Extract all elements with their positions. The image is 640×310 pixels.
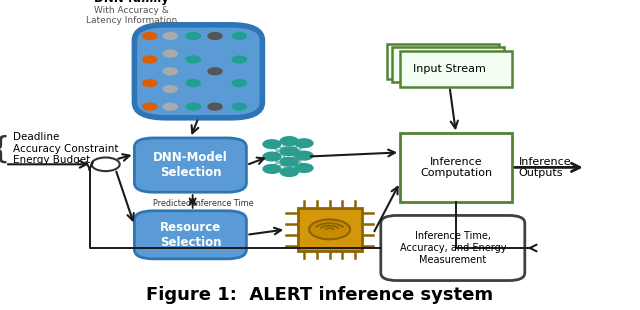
Circle shape	[208, 33, 222, 39]
Circle shape	[143, 80, 157, 86]
Circle shape	[186, 56, 200, 63]
Circle shape	[186, 80, 200, 86]
Text: DNN-Model
Selection: DNN-Model Selection	[153, 151, 228, 179]
Circle shape	[186, 33, 200, 39]
Circle shape	[263, 165, 281, 173]
FancyBboxPatch shape	[134, 25, 262, 118]
Circle shape	[143, 103, 157, 110]
Circle shape	[163, 68, 177, 75]
Text: Inference
Outputs: Inference Outputs	[518, 157, 571, 178]
Bar	[298, 208, 362, 251]
Circle shape	[295, 164, 313, 172]
Text: Figure 1:  ALERT inference system: Figure 1: ALERT inference system	[147, 286, 493, 304]
Circle shape	[280, 147, 298, 156]
Bar	[392, 47, 504, 82]
Circle shape	[280, 168, 298, 176]
Text: Resource
Selection: Resource Selection	[159, 221, 221, 249]
Circle shape	[295, 139, 313, 148]
Circle shape	[309, 219, 350, 239]
Circle shape	[280, 137, 298, 145]
Circle shape	[163, 86, 177, 92]
Circle shape	[143, 33, 157, 39]
Circle shape	[232, 33, 246, 39]
Circle shape	[232, 103, 246, 110]
Text: Inference Time,
Accuracy, and Energy
Measurement: Inference Time, Accuracy, and Energy Mea…	[399, 231, 506, 265]
Circle shape	[186, 103, 200, 110]
Circle shape	[232, 56, 246, 63]
FancyBboxPatch shape	[134, 138, 246, 192]
Bar	[400, 51, 512, 87]
Circle shape	[263, 152, 281, 161]
Circle shape	[163, 103, 177, 110]
Bar	[400, 133, 512, 202]
Circle shape	[163, 50, 177, 57]
Text: Inference
Computation: Inference Computation	[420, 157, 492, 178]
Circle shape	[263, 140, 281, 148]
Text: Input Stream: Input Stream	[413, 64, 486, 74]
Circle shape	[280, 157, 298, 166]
Text: Predicted Inference Time: Predicted Inference Time	[153, 199, 253, 208]
Circle shape	[208, 103, 222, 110]
FancyBboxPatch shape	[381, 215, 525, 281]
Circle shape	[143, 56, 157, 63]
Text: Deadline
Accuracy Constraint
Energy Budget: Deadline Accuracy Constraint Energy Budg…	[13, 132, 118, 166]
Bar	[387, 44, 499, 79]
Text: With Accuracy &
Latency Information: With Accuracy & Latency Information	[86, 6, 177, 25]
Circle shape	[208, 68, 222, 75]
Circle shape	[163, 33, 177, 39]
Circle shape	[232, 80, 246, 86]
Circle shape	[92, 157, 120, 171]
Circle shape	[295, 151, 313, 160]
FancyBboxPatch shape	[134, 211, 246, 259]
Text: {: {	[0, 134, 10, 163]
Text: DNN family: DNN family	[94, 0, 168, 5]
